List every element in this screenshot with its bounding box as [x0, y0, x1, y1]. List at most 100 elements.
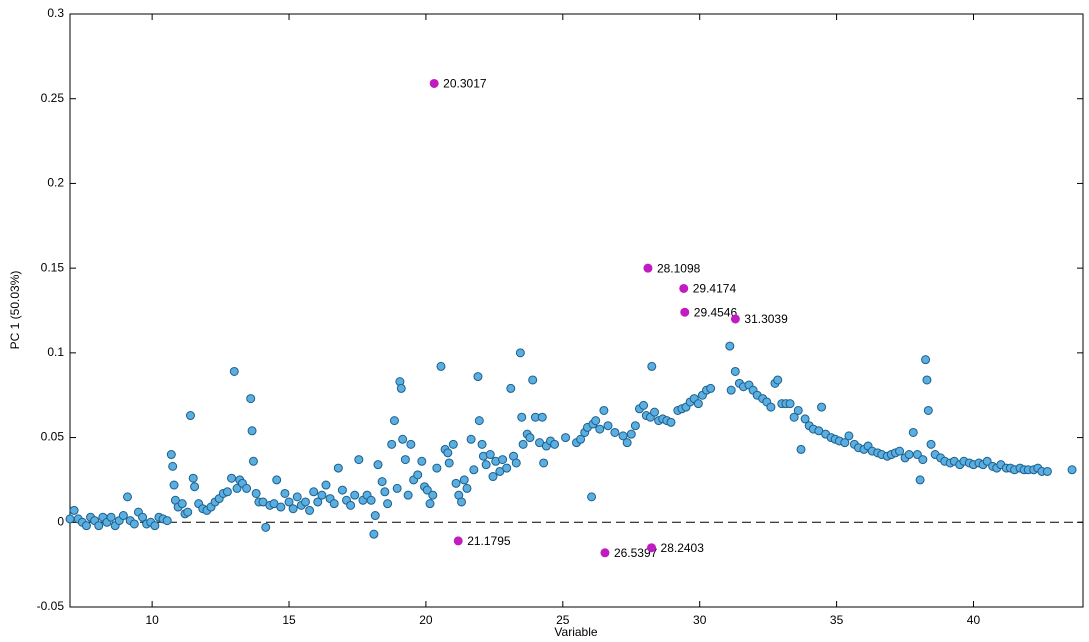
y-tick-label: 0.1: [47, 345, 64, 359]
data-point: [432, 463, 442, 473]
data-point: [793, 405, 803, 415]
data-point: [550, 439, 560, 449]
data-point: [679, 283, 689, 293]
data-point: [337, 485, 347, 495]
data-point: [188, 473, 198, 483]
data-point: [498, 455, 508, 465]
data-point: [246, 394, 256, 404]
data-point: [1067, 465, 1077, 475]
data-point: [403, 490, 413, 500]
data-point: [150, 521, 160, 531]
data-point: [292, 492, 302, 502]
data-point: [473, 372, 483, 382]
data-point: [474, 416, 484, 426]
data-point: [639, 400, 649, 410]
data-point: [443, 448, 453, 458]
data-point: [525, 433, 535, 443]
data-point: [166, 450, 176, 460]
data-point: [630, 421, 640, 431]
data-point: [366, 495, 376, 505]
data-point: [773, 375, 783, 385]
data-point: [229, 366, 239, 376]
data-point: [422, 485, 432, 495]
data-point: [183, 507, 193, 517]
data-point: [610, 427, 620, 437]
data-point: [469, 465, 479, 475]
data-point: [481, 460, 491, 470]
data-point: [459, 475, 469, 485]
data-point: [647, 543, 657, 553]
data-point: [190, 482, 200, 492]
data-point: [785, 399, 795, 409]
data-point: [595, 424, 605, 434]
data-point: [622, 438, 632, 448]
data-point: [185, 411, 195, 421]
x-tick-label: 35: [830, 613, 844, 627]
data-point: [305, 505, 315, 515]
data-point: [377, 477, 387, 487]
data-point: [982, 456, 992, 466]
data-point: [923, 405, 933, 415]
data-point: [69, 505, 79, 515]
data-point: [789, 412, 799, 422]
point-label: 21.1795: [467, 534, 511, 548]
y-tick-label: 0.15: [41, 260, 65, 274]
data-point: [895, 446, 905, 456]
data-point: [162, 516, 172, 526]
data-point: [118, 511, 128, 521]
data-point: [915, 475, 925, 485]
point-label: 29.4546: [694, 305, 738, 319]
data-point: [488, 472, 498, 482]
y-tick-label: 0: [57, 514, 64, 528]
data-point: [309, 487, 319, 497]
data-point: [177, 499, 187, 509]
data-point: [429, 78, 439, 88]
y-axis-label: PC 1 (50.03%): [8, 271, 22, 350]
data-point: [392, 483, 402, 493]
data-point: [912, 450, 922, 460]
point-label: 29.4174: [693, 282, 737, 296]
data-point: [242, 483, 252, 493]
data-point: [706, 383, 716, 393]
data-point: [800, 414, 810, 424]
data-point: [350, 490, 360, 500]
data-point: [232, 483, 242, 493]
data-point: [840, 438, 850, 448]
data-point: [65, 514, 75, 524]
data-point: [383, 499, 393, 509]
y-tick-label: 0.25: [41, 91, 65, 105]
data-point: [247, 426, 257, 436]
data-point: [321, 480, 331, 490]
data-point: [288, 504, 298, 514]
point-label: 28.2403: [661, 541, 705, 555]
data-point: [222, 487, 232, 497]
x-tick-label: 15: [282, 613, 296, 627]
data-point: [502, 463, 512, 473]
x-axis-label: Variable: [554, 625, 597, 639]
y-tick-label: 0.3: [47, 6, 64, 20]
data-point: [587, 492, 597, 502]
data-point: [280, 488, 290, 498]
data-point: [922, 375, 932, 385]
data-point: [693, 399, 703, 409]
data-point: [406, 439, 416, 449]
data-point: [369, 529, 379, 539]
plot-frame: [69, 13, 1084, 608]
data-point: [603, 421, 613, 431]
x-tick-label: 40: [967, 613, 981, 627]
data-point: [453, 536, 463, 546]
data-point: [444, 458, 454, 468]
data-point: [576, 434, 586, 444]
data-point: [626, 429, 636, 439]
data-point: [726, 385, 736, 395]
data-point: [643, 263, 653, 273]
data-point: [425, 499, 435, 509]
data-point: [451, 478, 461, 488]
data-point: [169, 480, 179, 490]
data-point: [477, 439, 487, 449]
data-point: [81, 521, 91, 531]
point-label: 26.5397: [614, 546, 658, 560]
data-point: [539, 458, 549, 468]
point-label: 20.3017: [443, 77, 487, 91]
data-point: [591, 416, 601, 426]
